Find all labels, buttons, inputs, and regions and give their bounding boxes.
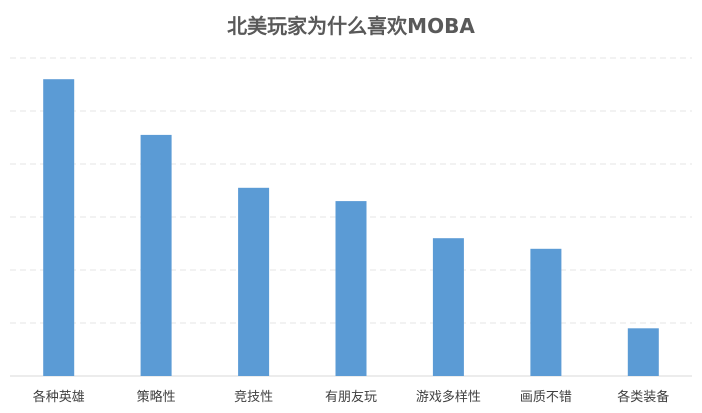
bar-4 bbox=[432, 238, 464, 376]
bar-6 bbox=[627, 328, 659, 376]
bar-0 bbox=[43, 79, 75, 376]
bar-3 bbox=[335, 201, 367, 376]
bar-5 bbox=[530, 248, 562, 376]
chart-title: 北美玩家为什么喜欢MOBA bbox=[227, 14, 475, 38]
x-tick-label-1: 策略性 bbox=[137, 389, 176, 405]
x-tick-label-5: 画质不错 bbox=[520, 390, 572, 405]
x-tick-label-2: 竞技性 bbox=[234, 389, 273, 405]
x-tick-label-6: 各类装备 bbox=[617, 389, 669, 405]
x-tick-label-3: 有朋友玩 bbox=[325, 389, 377, 405]
bar-1 bbox=[140, 134, 172, 376]
x-tick-label-0: 各种英雄 bbox=[33, 389, 85, 405]
bar-2 bbox=[238, 187, 270, 376]
x-tick-label-4: 游戏多样性 bbox=[416, 389, 481, 405]
